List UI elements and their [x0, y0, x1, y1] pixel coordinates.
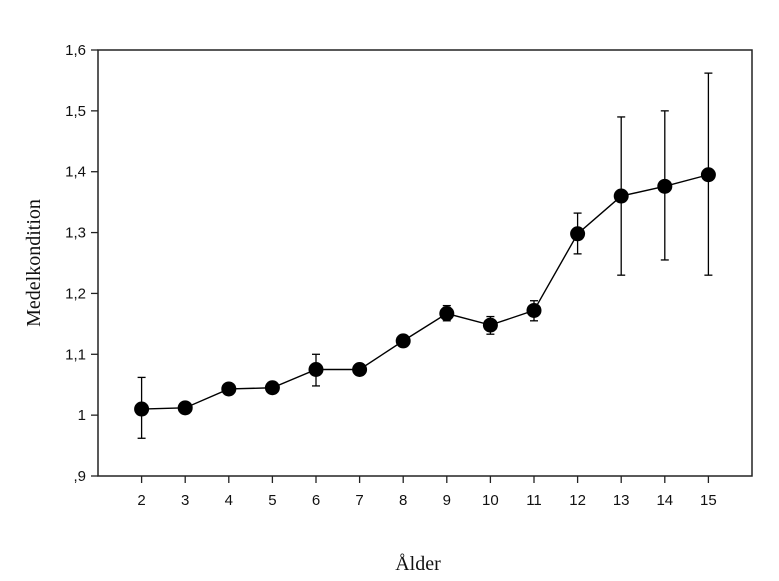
y-tick-label: 1,4 — [65, 164, 86, 181]
data-point — [700, 167, 716, 183]
x-tick-label: 4 — [225, 492, 233, 509]
data-point — [308, 362, 324, 377]
y-tick-label: 1,6 — [65, 42, 86, 59]
data-point — [526, 302, 542, 318]
x-tick-label: 11 — [526, 492, 542, 509]
data-point — [221, 381, 237, 397]
y-axis-label: Medelkondition — [23, 199, 45, 327]
x-axis-label: Ålder — [395, 553, 441, 575]
x-tick-label: 2 — [137, 492, 145, 509]
x-tick-label: 7 — [355, 492, 363, 509]
x-tick-label: 12 — [569, 492, 586, 509]
data-point — [352, 362, 368, 377]
x-tick-label: 6 — [312, 492, 320, 509]
y-tick-label: 1,3 — [65, 225, 86, 242]
data-point — [482, 317, 498, 333]
y-tick-label: 1,2 — [65, 285, 86, 302]
data-point — [264, 380, 280, 396]
y-tick-label: ,9 — [73, 468, 86, 485]
y-axis: ,9 1 1,1 1,2 1,3 1,4 1,5 1,6 — [65, 42, 98, 485]
data-point — [395, 333, 411, 349]
data-point — [570, 226, 586, 242]
y-tick-label: 1,1 — [65, 346, 86, 363]
series-line — [141, 174, 709, 410]
data-point — [613, 188, 629, 204]
data-point — [439, 306, 455, 322]
x-tick-label: 8 — [399, 492, 407, 509]
x-tick-label: 9 — [443, 492, 451, 509]
data-point — [177, 400, 193, 416]
x-tick-label: 13 — [613, 492, 630, 509]
x-tick-label: 5 — [268, 492, 276, 509]
x-tick-label: 15 — [700, 492, 717, 509]
plot-area — [97, 49, 753, 477]
x-tick-label: 3 — [181, 492, 189, 509]
x-axis: 2 3 4 5 6 7 8 9 10 11 12 13 14 15 — [137, 476, 717, 509]
data-point — [134, 401, 150, 417]
x-tick-label: 10 — [482, 492, 499, 509]
y-tick-label: 1 — [78, 407, 86, 424]
series-layer — [134, 72, 716, 439]
data-point — [657, 178, 673, 194]
y-tick-label: 1,5 — [65, 103, 86, 120]
x-tick-label: 14 — [656, 492, 673, 509]
